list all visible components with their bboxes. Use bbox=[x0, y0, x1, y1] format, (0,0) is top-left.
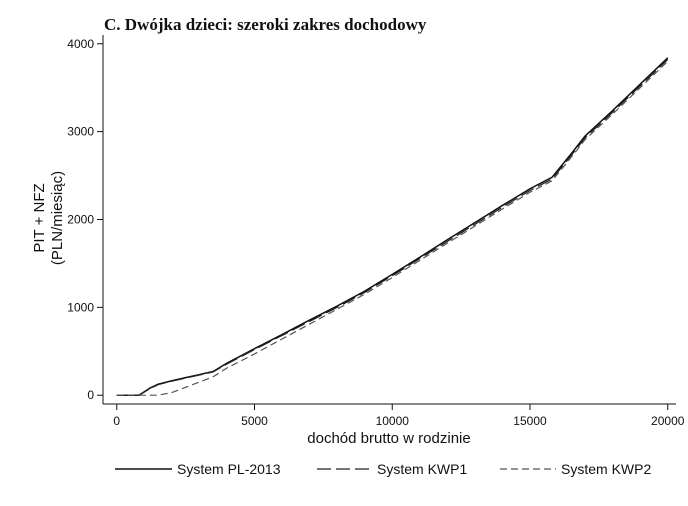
y-tick-label: 4000 bbox=[67, 37, 94, 51]
series-line-system-kwp2 bbox=[116, 60, 669, 396]
x-tick-label: 10000 bbox=[376, 414, 410, 428]
x-tick-label: 20000 bbox=[651, 414, 685, 428]
series-line-system-kwp1 bbox=[116, 59, 669, 396]
y-axis-label-line1: PIT + NFZ bbox=[31, 183, 48, 252]
x-tick-label: 0 bbox=[113, 414, 120, 428]
y-axis-label-line2: (PLN/miesiąc) bbox=[49, 171, 66, 265]
y-tick-label: 2000 bbox=[67, 213, 94, 227]
chart-title: C. Dwójka dzieci: szeroki zakres dochodo… bbox=[104, 15, 427, 34]
x-tick-label: 5000 bbox=[241, 414, 268, 428]
x-tick-label: 15000 bbox=[513, 414, 547, 428]
plot-area bbox=[116, 57, 669, 396]
y-tick-label: 1000 bbox=[67, 300, 94, 314]
x-axis-label: dochód brutto w rodzinie bbox=[307, 430, 470, 447]
y-axis: 0 1000 2000 3000 4000 bbox=[67, 35, 104, 404]
x-axis: 0 5000 10000 15000 20000 bbox=[103, 403, 685, 428]
legend: System PL-2013 System KWP1 System KWP2 bbox=[115, 461, 651, 477]
legend-label: System PL-2013 bbox=[177, 461, 281, 477]
y-tick-label: 0 bbox=[87, 388, 94, 402]
legend-label: System KWP1 bbox=[377, 461, 467, 477]
series-line-system-pl-2013 bbox=[116, 57, 669, 396]
legend-label: System KWP2 bbox=[561, 461, 651, 477]
y-tick-label: 3000 bbox=[67, 125, 94, 139]
